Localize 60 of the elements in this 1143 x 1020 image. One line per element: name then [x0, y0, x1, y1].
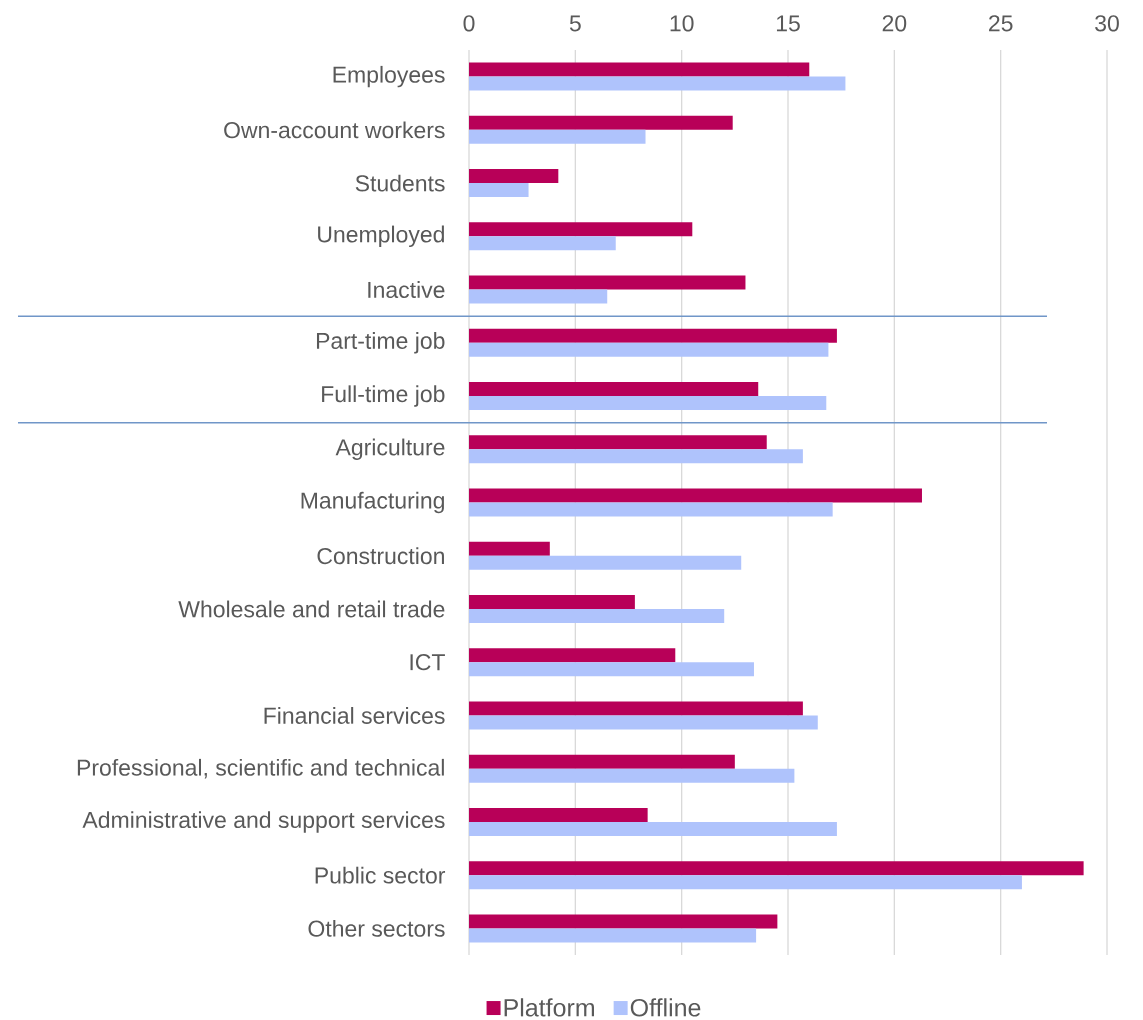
legend-label: Platform — [504, 998, 594, 1017]
y-tick-label: Other sectors — [308, 919, 445, 937]
y-tick-label: Administrative and support services — [82, 811, 445, 833]
y-tick-label: Part-time job — [316, 332, 445, 354]
x-tick-label: 5 — [569, 15, 581, 32]
bar — [469, 875, 1022, 890]
x-tick-label: 30 — [1095, 15, 1119, 32]
y-tick-label: Own-account workers — [224, 121, 445, 139]
bar — [469, 502, 833, 517]
bar — [469, 768, 795, 783]
bar — [469, 275, 746, 290]
x-tick-label: 20 — [882, 15, 907, 32]
bar — [469, 289, 608, 304]
bar — [469, 435, 767, 450]
y-tick-label: Inactive — [368, 281, 445, 298]
bar — [469, 648, 676, 663]
bar — [469, 928, 757, 943]
y-tick-label: Employees — [333, 65, 445, 88]
y-tick-label: Wholesale and retail trade — [178, 600, 445, 618]
bar — [469, 115, 733, 130]
bar — [469, 861, 1084, 876]
bar — [469, 342, 829, 357]
bar — [469, 594, 635, 609]
x-tick-label: 10 — [670, 15, 694, 32]
x-tick-label: 15 — [776, 15, 800, 32]
bar — [469, 701, 803, 716]
bar — [469, 169, 559, 184]
bar — [469, 222, 693, 237]
y-tick-label: Agriculture — [335, 438, 445, 460]
bar — [469, 183, 529, 198]
bar — [469, 62, 810, 77]
bar — [469, 236, 616, 251]
bar — [469, 449, 803, 464]
bar — [469, 541, 550, 556]
bar — [469, 821, 837, 836]
bar — [469, 914, 778, 929]
bar — [469, 807, 648, 822]
y-tick-label: Construction — [317, 547, 444, 565]
y-tick-label: ICT — [410, 654, 445, 671]
y-tick-label: Full-time job — [322, 385, 445, 407]
bar — [469, 382, 759, 397]
y-tick-label: Public sector — [315, 866, 446, 884]
bar — [469, 76, 846, 91]
bar — [469, 715, 818, 730]
bar — [469, 328, 837, 343]
bar — [469, 754, 735, 769]
y-tick-label: Students — [355, 174, 445, 192]
bar — [469, 488, 922, 503]
bar — [469, 555, 742, 570]
bar — [469, 396, 827, 411]
bar — [469, 608, 725, 623]
x-tick-label: 25 — [989, 15, 1013, 32]
y-tick-label: Professional, scientific and technical — [77, 758, 444, 779]
bar — [469, 662, 754, 677]
legend-label: Offline — [630, 998, 701, 1017]
y-tick-label: Manufacturing — [301, 491, 444, 514]
bar — [469, 129, 646, 144]
x-tick-label: 0 — [463, 15, 475, 32]
y-tick-label: Unemployed — [318, 225, 444, 248]
y-tick-label: Financial services — [264, 707, 445, 724]
